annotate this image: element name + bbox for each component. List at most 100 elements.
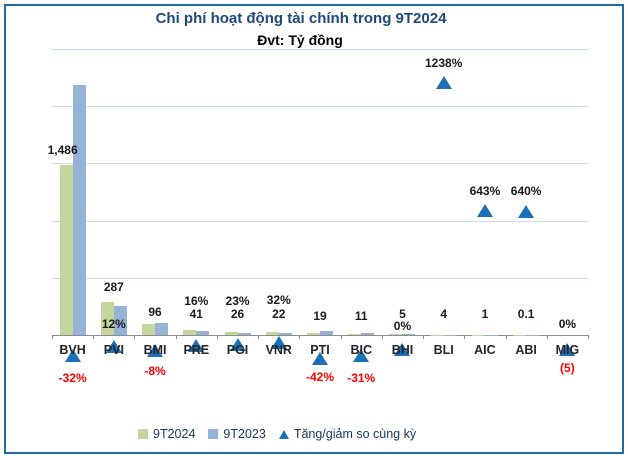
gridline <box>52 163 588 165</box>
chart-border <box>4 4 624 454</box>
value-label: 5 <box>399 307 406 321</box>
pct-change-label: 0% <box>393 319 412 333</box>
category-label: BVH <box>59 343 86 357</box>
change-triangle-icon <box>188 339 205 353</box>
value-label: 4 <box>440 307 448 321</box>
x-axis-tick <box>423 335 425 339</box>
category-label: PVI <box>103 343 124 357</box>
category-label: AIC <box>474 343 496 357</box>
legend-item-change: Tăng/giảm so cùng kỳ <box>278 427 417 441</box>
category-label: BHI <box>391 343 414 357</box>
value-label: 19 <box>313 309 327 323</box>
pct-change-label: 12% <box>101 317 126 331</box>
gridline <box>52 49 588 50</box>
bar-9t2023 <box>196 330 210 335</box>
bar-9t2024 <box>142 324 156 335</box>
bar-9t2024 <box>265 332 279 335</box>
value-label: (5) <box>560 361 575 375</box>
value-label: 11 <box>354 309 368 323</box>
gridline <box>52 277 588 279</box>
pct-change-label: -31% <box>347 371 376 385</box>
bar-9t2023 <box>443 334 457 335</box>
bar-9t2023 <box>526 334 540 335</box>
x-axis-tick <box>299 335 301 339</box>
bar-9t2024 <box>389 334 403 335</box>
x-axis-tick <box>381 335 383 339</box>
change-triangle-icon <box>559 342 576 356</box>
pct-change-label: 23% <box>225 294 250 308</box>
legend-label-change: Tăng/giảm so cùng kỳ <box>293 427 417 441</box>
pct-change-label: 1238% <box>425 56 463 70</box>
category-label: MIG <box>555 343 580 357</box>
legend-triangle-icon <box>278 429 289 439</box>
bar-9t2024 <box>430 334 444 335</box>
bar-9t2024 <box>513 334 527 335</box>
category-label: BIC <box>350 343 372 357</box>
legend: 9T2024 9T2023 Tăng/giảm so cùng kỳ <box>138 427 416 441</box>
category-label: PTI <box>310 343 330 357</box>
bar-9t2023 <box>237 332 251 335</box>
x-axis-tick <box>134 335 136 339</box>
x-axis-tick <box>464 335 466 339</box>
pct-change-label: 16% <box>184 294 209 308</box>
value-label: 0.1 <box>517 307 535 321</box>
change-triangle-icon <box>394 342 411 356</box>
chart-subtitle: Đvt: Tỷ đồng <box>253 32 347 48</box>
category-label: BMI <box>143 343 167 357</box>
value-label: 287 <box>103 280 124 294</box>
bar-9t2024 <box>471 334 485 335</box>
change-triangle-icon <box>147 344 164 358</box>
legend-item-9t2024: 9T2024 <box>138 427 195 441</box>
category-label: PGI <box>226 343 249 357</box>
bar-9t2024 <box>348 333 362 335</box>
value-label: 96 <box>148 305 162 319</box>
change-triangle-icon <box>270 335 287 349</box>
x-axis-tick <box>93 335 95 339</box>
bar-9t2023 <box>361 333 375 335</box>
change-triangle-icon <box>312 351 328 365</box>
change-triangle-icon <box>476 204 493 218</box>
x-axis-tick <box>216 335 218 339</box>
legend-label-9t2024: 9T2024 <box>153 427 196 441</box>
category-label: VNR <box>265 343 292 357</box>
bar-9t2024 <box>183 330 197 335</box>
legend-item-9t2023: 9T2023 <box>208 427 266 441</box>
change-triangle-icon <box>64 349 81 363</box>
value-label: 22 <box>272 307 286 321</box>
value-label: 41 <box>189 307 203 321</box>
legend-swatch-9t2023-icon <box>208 429 219 439</box>
change-triangle-icon <box>229 337 246 351</box>
bar-9t2023 <box>484 334 498 335</box>
legend-label-9t2023: 9T2023 <box>223 427 266 441</box>
pct-change-label: 643% <box>469 184 501 198</box>
bar-9t2023 <box>72 85 86 335</box>
x-axis-tick <box>52 335 53 339</box>
x-axis-tick <box>175 335 177 339</box>
value-label: 1,486 <box>47 143 78 157</box>
pct-change-label: -32% <box>58 371 87 385</box>
bar-9t2023 <box>320 331 333 335</box>
pct-change-label: -8% <box>144 364 166 378</box>
category-label: BLI <box>433 343 454 357</box>
bar-9t2024 <box>59 165 73 335</box>
bar-9t2024 <box>307 332 320 335</box>
chart-title: Chi phí hoạt động tài chính trong 9T2024 <box>155 10 447 27</box>
bar-9t2023 <box>278 333 292 335</box>
gridline <box>52 220 588 222</box>
pct-change-label: -42% <box>305 370 334 384</box>
bar-9t2023 <box>402 334 416 335</box>
bar-9t2024 <box>224 332 238 335</box>
category-label: PRE <box>183 343 210 357</box>
x-axis-line <box>52 335 588 336</box>
change-triangle-icon <box>353 349 370 363</box>
x-axis-tick <box>505 335 507 339</box>
change-triangle-icon <box>518 204 535 218</box>
pct-change-label: 0% <box>558 317 577 331</box>
x-axis-tick <box>588 335 589 339</box>
pct-change-label: 640% <box>510 184 542 198</box>
bar-9t2023 <box>113 305 127 335</box>
value-label: 26 <box>230 307 245 321</box>
x-axis-tick <box>546 335 548 339</box>
x-axis-tick <box>340 335 342 339</box>
